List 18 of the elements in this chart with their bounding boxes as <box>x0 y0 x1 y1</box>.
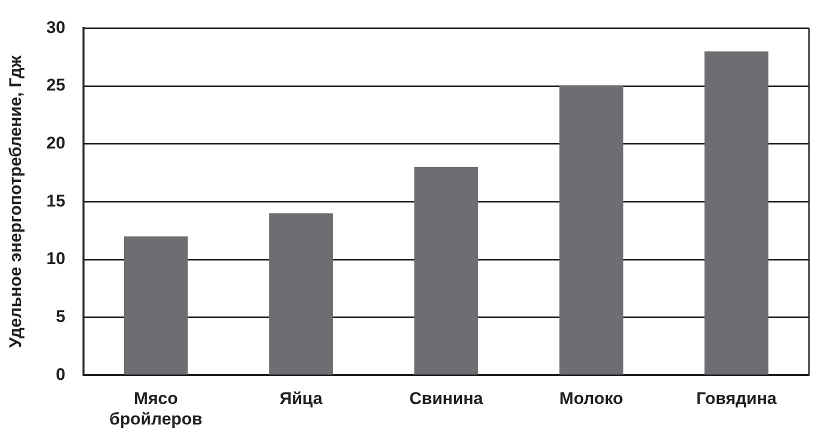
bar <box>124 236 188 374</box>
y-tick-label: 30 <box>46 18 66 37</box>
x-tick-label: Яйца <box>280 389 323 408</box>
y-tick-label: 25 <box>46 76 66 95</box>
x-tick-label: Мясо бройлеров <box>109 389 202 428</box>
x-tick-label: Свинина <box>409 389 484 408</box>
bar <box>559 86 624 374</box>
x-tick-label: Говядина <box>696 389 778 408</box>
y-tick-label: 5 <box>56 307 66 326</box>
y-tick-label: 0 <box>56 364 66 384</box>
y-axis-title: Удельное энергопотребление, Гдж <box>6 54 25 348</box>
y-tick-label: 10 <box>46 249 66 268</box>
y-tick-label: 20 <box>46 134 66 153</box>
bar <box>414 167 478 374</box>
bar <box>704 51 768 374</box>
x-tick-label: Молоко <box>559 389 624 408</box>
bar <box>269 213 333 374</box>
y-tick-label: 15 <box>46 191 66 210</box>
